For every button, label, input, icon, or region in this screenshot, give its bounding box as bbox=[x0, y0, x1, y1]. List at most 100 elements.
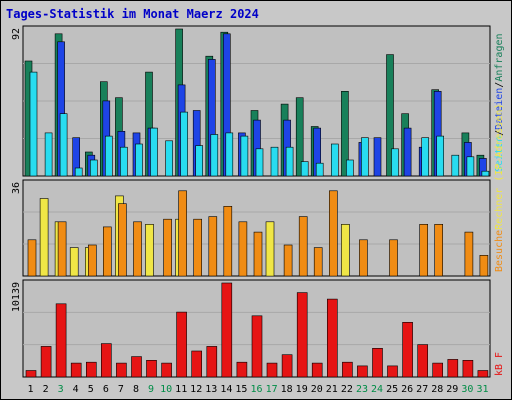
legend-files: Dateien bbox=[494, 88, 505, 130]
legend-sep1: / bbox=[494, 130, 505, 136]
x-tick-day: 16 bbox=[250, 384, 262, 395]
bar-pages bbox=[44, 132, 53, 177]
bar-visits bbox=[238, 221, 248, 277]
x-tick-day: 8 bbox=[133, 384, 139, 395]
x-tick-day: 9 bbox=[148, 384, 154, 395]
bar-kbytes bbox=[462, 359, 474, 378]
legend-middle: BesucheRechner (IP-Adressen) bbox=[494, 103, 505, 272]
bar-visits bbox=[223, 206, 233, 277]
x-tick-day: 30 bbox=[461, 384, 473, 395]
x-tick-day: 10 bbox=[160, 384, 172, 395]
bar-sites bbox=[69, 247, 79, 277]
bar-pages bbox=[105, 135, 113, 177]
bar-kbytes bbox=[70, 362, 82, 378]
bar-hits bbox=[386, 54, 394, 177]
bar-visits bbox=[283, 244, 293, 277]
bar-kbytes bbox=[40, 346, 52, 378]
bar-pages bbox=[466, 156, 475, 177]
bar-kbytes bbox=[296, 292, 308, 378]
bar-pages bbox=[421, 137, 430, 177]
bar-pages bbox=[481, 170, 490, 177]
bar-kbytes bbox=[101, 343, 112, 378]
bar-marks bbox=[24, 28, 490, 378]
bar-kbytes bbox=[25, 370, 37, 378]
bar-visits bbox=[479, 255, 489, 277]
bar-kbytes bbox=[342, 361, 353, 378]
bar-pages bbox=[285, 146, 294, 177]
bar-pages bbox=[90, 159, 98, 177]
x-tick-day: 18 bbox=[281, 384, 293, 395]
bar-sites bbox=[341, 224, 350, 277]
bar-kbytes bbox=[447, 359, 459, 378]
bar-visits bbox=[118, 203, 127, 277]
bar-kbytes bbox=[266, 362, 278, 378]
bar-pages bbox=[330, 143, 339, 177]
x-tick-day: 13 bbox=[205, 384, 217, 395]
bar-visits bbox=[88, 244, 97, 277]
bar-kbytes bbox=[281, 354, 293, 378]
x-tick-day: 27 bbox=[416, 384, 428, 395]
bar-kbytes bbox=[432, 362, 444, 378]
x-tick-day: 29 bbox=[446, 384, 458, 395]
x-tick-day: 7 bbox=[118, 384, 124, 395]
bar-pages bbox=[150, 127, 158, 177]
bar-visits bbox=[163, 218, 172, 277]
bar-sites bbox=[39, 198, 49, 277]
bar-kbytes bbox=[55, 303, 67, 378]
bar-visits bbox=[434, 224, 444, 277]
x-tick-day: 28 bbox=[431, 384, 443, 395]
chart-title: Tages-Statistik im Monat Maerz 2024 bbox=[6, 7, 259, 21]
bar-kbytes bbox=[326, 298, 338, 378]
bar-visits bbox=[328, 190, 338, 277]
legend-top: Seiten/Dateien/Anfragen bbox=[494, 33, 505, 172]
bar-pages bbox=[255, 148, 264, 177]
bar-pages bbox=[346, 159, 354, 177]
bar-kbytes bbox=[116, 362, 127, 378]
bar-visits bbox=[178, 190, 187, 277]
x-tick-day: 4 bbox=[73, 384, 79, 395]
bar-kbytes bbox=[357, 365, 368, 378]
bar-pages bbox=[135, 143, 143, 177]
legend-sites: Rechner (IP-Adressen) bbox=[494, 103, 505, 229]
bar-sites bbox=[145, 224, 154, 277]
bar-visits bbox=[389, 239, 398, 277]
bar-pages bbox=[361, 137, 369, 177]
legend-hits: Anfragen bbox=[494, 33, 505, 81]
bar-pages bbox=[210, 134, 219, 177]
bar-kbytes bbox=[161, 362, 172, 378]
x-tick-day: 6 bbox=[103, 384, 109, 395]
bar-visits bbox=[57, 221, 67, 277]
legend-visits: Besuche bbox=[494, 230, 505, 272]
bar-visits bbox=[103, 226, 112, 277]
bar-kbytes bbox=[251, 315, 263, 378]
bar-files bbox=[403, 127, 412, 177]
bar-kbytes bbox=[146, 359, 157, 378]
bar-kbytes bbox=[387, 365, 398, 378]
x-tick-day: 12 bbox=[190, 384, 202, 395]
bar-kbytes bbox=[206, 346, 218, 378]
legend-sep2: / bbox=[494, 82, 505, 88]
bar-kbytes bbox=[191, 350, 202, 378]
bar-visits bbox=[359, 239, 368, 277]
bar-visits bbox=[298, 216, 308, 277]
bar-pages bbox=[270, 146, 279, 177]
bar-pages bbox=[391, 148, 399, 177]
x-tick-day: 19 bbox=[296, 384, 308, 395]
bar-visits bbox=[133, 221, 142, 277]
bar-hits bbox=[295, 97, 304, 177]
bar-kbytes bbox=[176, 311, 187, 378]
x-tick-day: 1 bbox=[27, 384, 33, 395]
x-tick-day: 14 bbox=[220, 384, 232, 395]
bar-pages bbox=[225, 132, 234, 177]
x-tick-day: 20 bbox=[311, 384, 323, 395]
bar-kbytes bbox=[86, 361, 97, 378]
bar-kbytes bbox=[477, 370, 489, 378]
bar-pages bbox=[120, 146, 128, 177]
x-tick-day: 3 bbox=[58, 384, 64, 395]
x-tick-day: 24 bbox=[371, 384, 383, 395]
bar-pages bbox=[59, 113, 68, 177]
bar-kbytes bbox=[311, 362, 323, 378]
x-tick-day: 21 bbox=[326, 384, 338, 395]
bar-visits bbox=[27, 239, 37, 277]
